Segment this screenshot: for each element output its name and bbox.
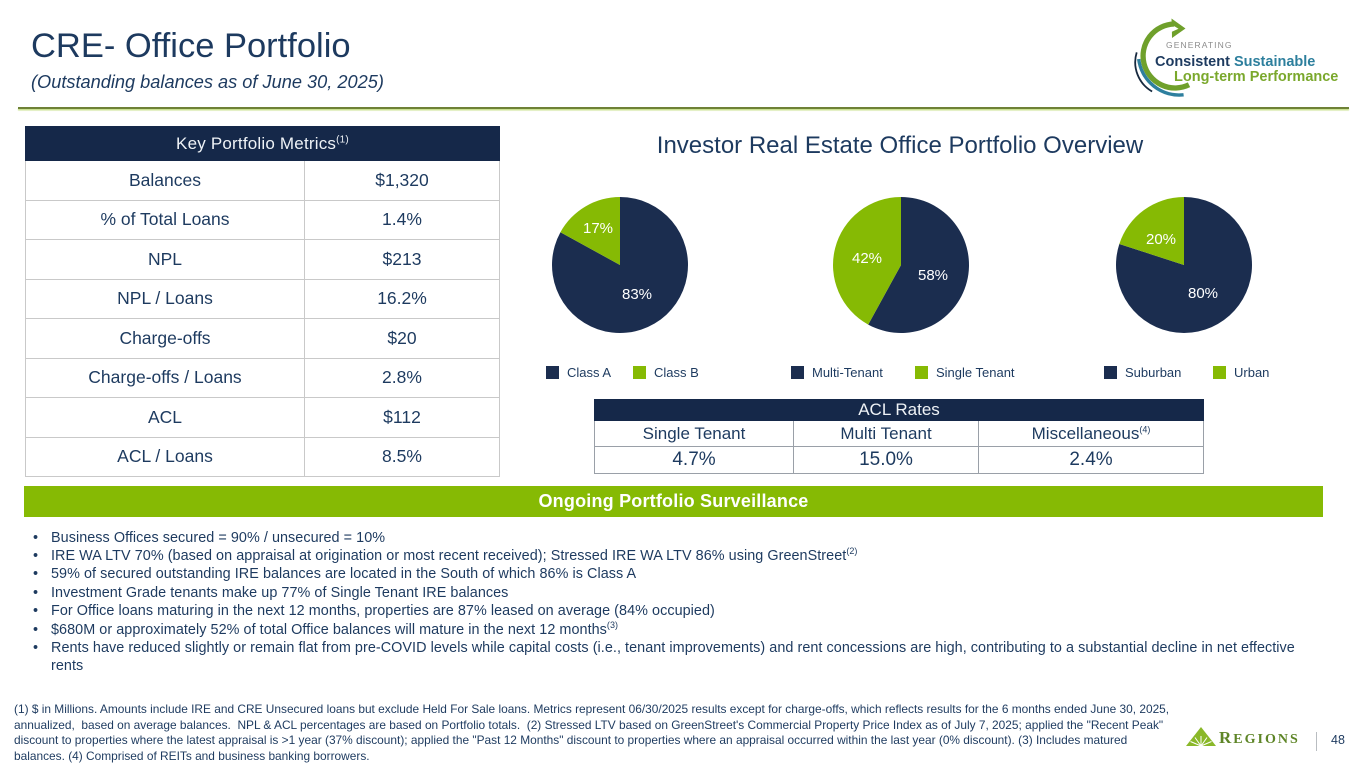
svg-text:Long-term Performance: Long-term Performance — [1174, 69, 1338, 85]
svg-text:Consistent Sustainable: Consistent Sustainable — [1155, 54, 1315, 70]
svg-text:GENERATING: GENERATING — [1166, 40, 1233, 50]
